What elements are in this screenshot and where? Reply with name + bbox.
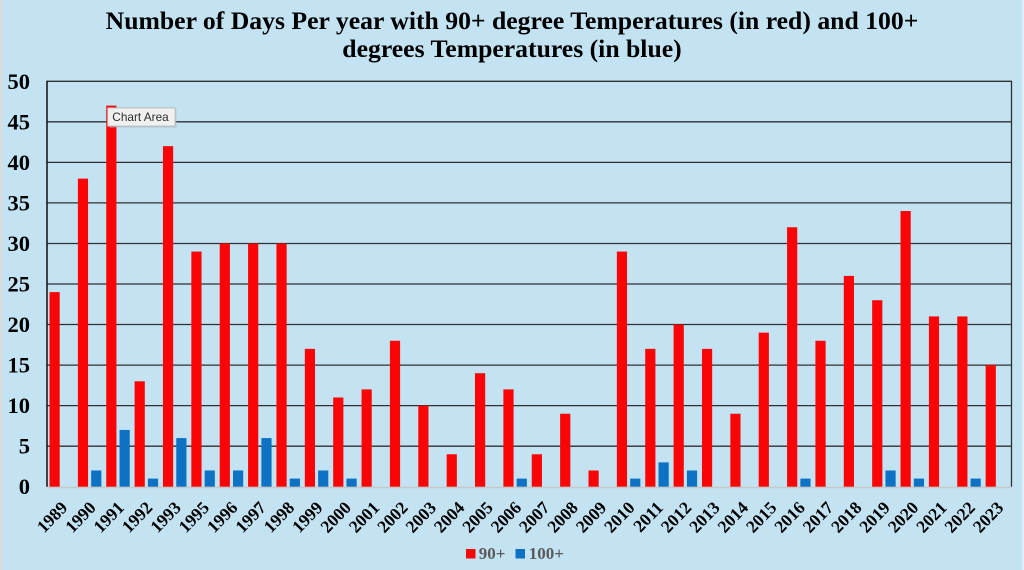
- svg-text:0: 0: [19, 474, 30, 499]
- svg-text:15: 15: [8, 353, 31, 378]
- svg-text:45: 45: [8, 109, 31, 134]
- svg-text:25: 25: [8, 272, 31, 297]
- svg-text:5: 5: [19, 434, 30, 459]
- svg-text:20: 20: [8, 312, 31, 337]
- svg-text:10: 10: [8, 393, 31, 418]
- svg-text:2023: 2023: [969, 497, 1008, 536]
- svg-text:30: 30: [8, 231, 31, 256]
- svg-text:100+: 100+: [529, 544, 564, 563]
- svg-text:90+: 90+: [479, 544, 506, 563]
- svg-text:35: 35: [8, 190, 31, 215]
- svg-text:40: 40: [8, 150, 31, 175]
- svg-text:Chart Area: Chart Area: [112, 110, 169, 124]
- svg-text:50: 50: [8, 69, 31, 94]
